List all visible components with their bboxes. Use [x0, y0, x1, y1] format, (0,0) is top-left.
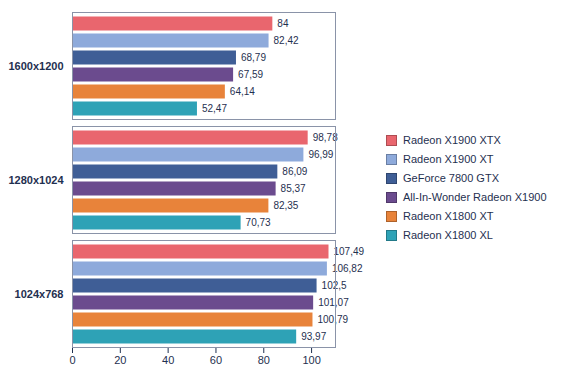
html-text:GeForce 7800 GTX: GeForce 7800 GTX	[403, 172, 499, 184]
svg-text:82,35: 82,35	[273, 200, 298, 211]
svg-text:100,79: 100,79	[317, 314, 348, 325]
html-text:Radeon X1800 XL: Radeon X1800 XL	[403, 229, 493, 241]
svg-text:102,5: 102,5	[322, 280, 347, 291]
svg-text:82,42: 82,42	[274, 35, 299, 46]
svg-text:0: 0	[69, 354, 75, 366]
svg-text:107,49: 107,49	[333, 246, 364, 257]
svg-text:67,59: 67,59	[238, 69, 263, 80]
svg-text:86,09: 86,09	[282, 166, 307, 177]
svg-text:40: 40	[162, 354, 174, 366]
html-text:Radeon X1900 XT: Radeon X1900 XT	[403, 153, 494, 165]
svg-text:1280x1024: 1280x1024	[8, 174, 64, 186]
svg-text:60: 60	[210, 354, 222, 366]
svg-text:98,78: 98,78	[313, 132, 338, 143]
svg-text:64,14: 64,14	[230, 86, 255, 97]
html-text:Radeon X1800 XT: Radeon X1800 XT	[403, 210, 494, 222]
html-text:Radeon X1900 XTX: Radeon X1900 XTX	[403, 134, 501, 146]
svg-text:68,79: 68,79	[241, 52, 266, 63]
svg-text:106,82: 106,82	[332, 263, 363, 274]
svg-text:101,07: 101,07	[318, 297, 349, 308]
svg-text:70,73: 70,73	[246, 217, 271, 228]
svg-text:20: 20	[114, 354, 126, 366]
svg-text:96,99: 96,99	[308, 149, 333, 160]
svg-text:85,37: 85,37	[281, 183, 306, 194]
html-text:All-In-Wonder Radeon X1900: All-In-Wonder Radeon X1900	[403, 191, 547, 203]
svg-text:84: 84	[277, 18, 289, 29]
svg-text:52,47: 52,47	[202, 103, 227, 114]
svg-text:100: 100	[302, 354, 320, 366]
svg-text:1024x768: 1024x768	[15, 288, 64, 300]
svg-text:93,97: 93,97	[301, 331, 326, 342]
svg-text:1600x1200: 1600x1200	[8, 60, 63, 72]
svg-text:80: 80	[258, 354, 270, 366]
